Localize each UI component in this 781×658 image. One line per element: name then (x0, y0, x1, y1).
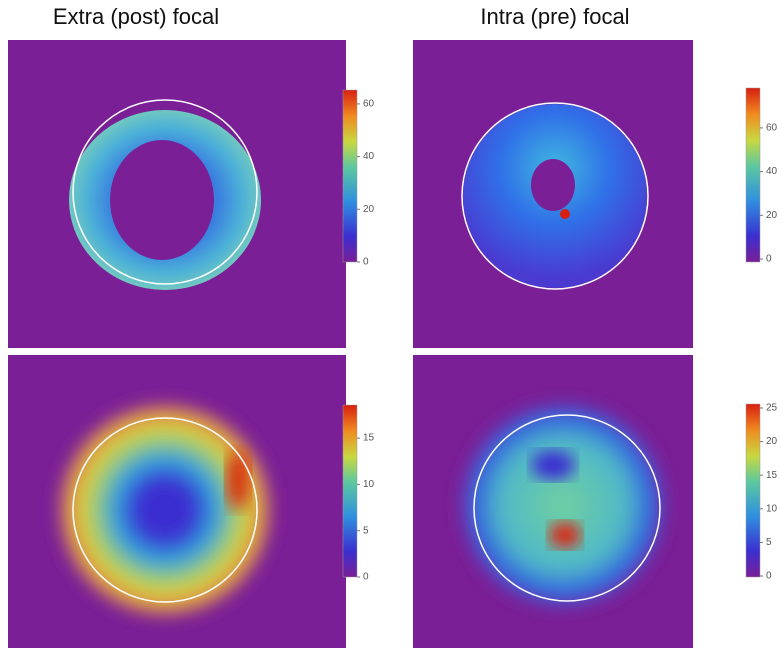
heatmap-ring (55, 400, 275, 620)
colorbar-tick-label: 40 (766, 166, 778, 177)
heatmap-hole (531, 159, 575, 211)
colorbar-tick-label: 20 (766, 210, 778, 221)
heatmap-hole (531, 450, 575, 480)
colorbar-tick-label: 20 (766, 436, 778, 447)
colorbar (746, 88, 760, 262)
heatmap-peak (549, 522, 581, 548)
colorbar-tick-label: 15 (766, 470, 778, 481)
colorbar (343, 90, 357, 262)
colorbar-tick-label: 15 (363, 433, 375, 444)
colorbar-tick-label: 0 (766, 571, 772, 582)
column-title: Extra (post) focal (53, 4, 219, 29)
colorbar-tick-label: 25 (766, 403, 778, 414)
colorbar-tick-label: 0 (766, 254, 772, 265)
colorbar (746, 404, 760, 577)
contrast-annotation: contrast ≈ 26/13 = 2 (695, 453, 714, 604)
heatmap-peak (560, 209, 570, 219)
colorbar-tick-label: 40 (363, 151, 375, 162)
heatmap-disk (458, 400, 668, 610)
colorbar (343, 405, 357, 577)
heatmap-hole (110, 140, 214, 260)
heatmap-peak (226, 450, 250, 510)
colorbar-tick-label: 0 (363, 572, 369, 583)
colorbar-tick-label: 5 (363, 525, 369, 536)
colorbar-tick-label: 20 (363, 204, 375, 215)
colorbar-tick-label: 0 (363, 257, 369, 268)
colorbar-tick-label: 60 (363, 99, 375, 110)
colorbar-tick-label: 60 (766, 123, 778, 134)
figure: Extra (post) focal Intra (pre) focal con… (0, 0, 781, 658)
colorbar-tick-label: 5 (766, 537, 772, 548)
colorbar-tick-label: 10 (363, 479, 375, 490)
contrast-annotation: contrast ≈ 70/15 = 4.7 (695, 130, 714, 295)
colorbar-tick-label: 10 (766, 503, 778, 514)
column-title: Intra (pre) focal (480, 4, 629, 29)
